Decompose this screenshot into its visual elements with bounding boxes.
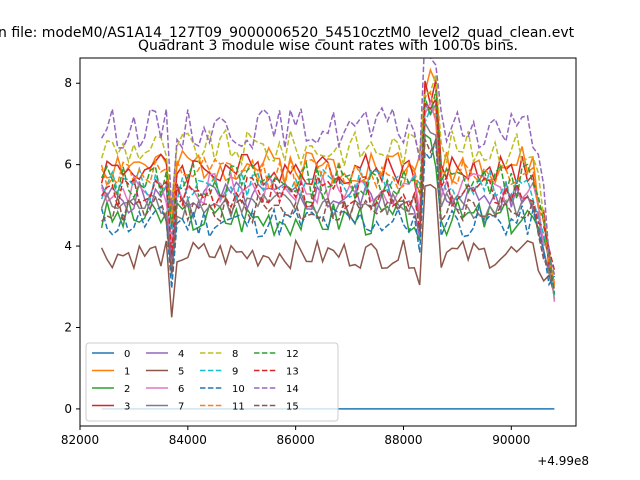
legend-box [85,342,339,422]
series-line-15 [101,137,556,290]
y-tick-label-4: 8 [64,76,72,90]
y-axis: 0 2 4 6 8 [64,76,80,416]
legend-label-9: 9 [232,367,238,378]
series-line-14 [100,58,556,275]
y-tick-label-3: 6 [64,158,72,172]
legend-label-10: 10 [232,384,245,395]
series-line-5 [100,183,556,318]
legend-label-15: 15 [286,402,299,413]
series-line-8 [100,74,556,287]
x-tick-label-3: 88000 [384,433,422,447]
legend-label-5: 5 [178,367,184,378]
series-line-13 [100,96,556,271]
x-tick-label-2: 86000 [277,433,315,447]
legend-label-8: 8 [232,349,238,360]
legend-label-3: 3 [124,402,130,413]
chart-title: Quadrant 3 module wise count rates with … [138,38,518,54]
y-tick-label-2: 4 [64,239,72,253]
x-tick-label-4: 90000 [492,433,530,447]
series-line-9 [100,104,556,298]
plot-frame [79,57,577,427]
legend-label-14: 14 [286,384,299,395]
legend-label-0: 0 [124,349,130,360]
legend-label-7: 7 [178,402,184,413]
y-tick-label-1: 2 [64,320,72,334]
legend-label-6: 6 [178,384,184,395]
y-tick-label-0: 0 [64,402,72,416]
legend-label-12: 12 [286,349,299,360]
legend-label-4: 4 [178,349,184,360]
legend-label-13: 13 [286,367,299,378]
file-title: n file: modeM0/AS1A14_127T09_9000006520_… [0,25,575,41]
series-line-7 [100,120,555,281]
x-tick-label-0: 82000 [61,433,99,447]
x-tick-label-1: 84000 [169,433,207,447]
x-axis: 82000 84000 86000 88000 90000 [61,426,530,447]
legend-label-11: 11 [232,402,245,413]
x-offset-label: +4.99e8 [537,454,589,468]
legend-label-2: 2 [124,384,130,395]
series-line-10 [100,138,556,289]
legend-label-1: 1 [124,367,130,378]
